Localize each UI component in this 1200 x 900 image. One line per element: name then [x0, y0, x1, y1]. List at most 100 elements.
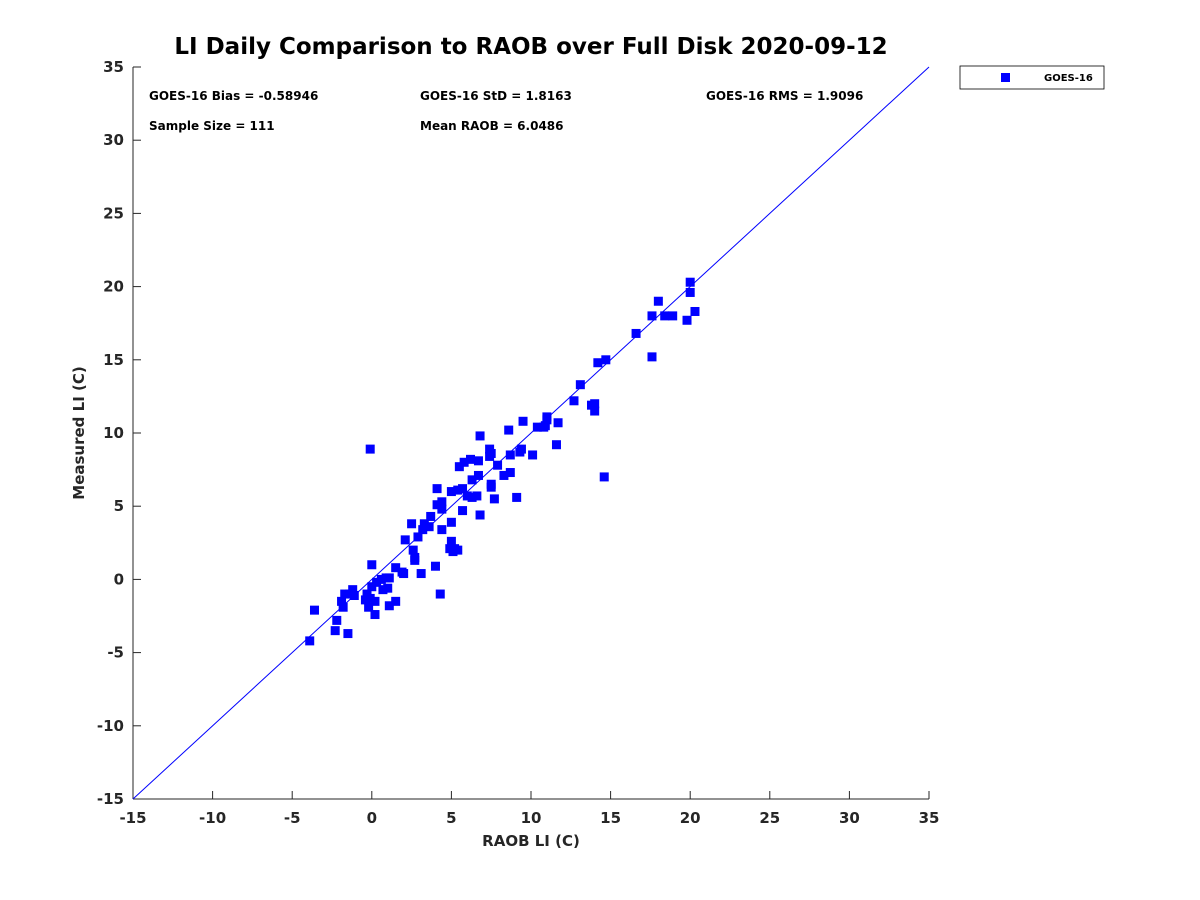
scatter-point: [599, 472, 609, 482]
y-tick-label: 35: [103, 58, 124, 76]
scatter-point: [454, 462, 464, 472]
scatter-point: [647, 311, 657, 321]
scatter-point: [685, 277, 695, 287]
stat-bias: GOES-16 Bias = -0.58946: [149, 89, 318, 103]
scatter-point: [437, 497, 447, 507]
scatter-point: [446, 536, 456, 546]
scatter-point: [472, 491, 482, 501]
scatter-point: [690, 306, 700, 316]
scatter-point: [459, 457, 469, 467]
scatter-point: [631, 328, 641, 338]
scatter-point: [399, 569, 409, 579]
y-tick-label: 5: [114, 497, 124, 515]
x-tick-label: -15: [119, 809, 146, 827]
scatter-point: [426, 511, 436, 521]
scatter-point: [462, 491, 472, 501]
scatter-point: [435, 589, 445, 599]
scatter-point: [330, 626, 340, 636]
scatter-point: [660, 311, 670, 321]
scatter-point: [685, 287, 695, 297]
scatter-point: [505, 450, 515, 460]
scatter-point: [430, 561, 440, 571]
scatter-point: [408, 545, 418, 555]
scatter-point: [364, 602, 374, 612]
scatter-point: [505, 468, 515, 478]
y-tick-label: 25: [103, 204, 124, 222]
stat-mean-raob: Mean RAOB = 6.0486: [420, 119, 564, 133]
scatter-point: [407, 519, 417, 529]
scatter-point: [432, 500, 442, 510]
scatter-point: [532, 422, 542, 432]
scatter-point: [349, 591, 359, 601]
scatter-point: [668, 311, 678, 321]
stat-std: GOES-16 StD = 1.8163: [420, 89, 572, 103]
scatter-point: [418, 525, 428, 535]
scatter-point: [593, 358, 603, 368]
scatter-point: [343, 629, 353, 639]
scatter-point: [467, 492, 477, 502]
scatter-point: [647, 352, 657, 362]
scatter-point: [437, 525, 447, 535]
x-tick-label: 5: [446, 809, 456, 827]
scatter-point: [391, 596, 401, 606]
scatter-point: [493, 460, 503, 470]
scatter-point: [553, 418, 563, 428]
x-tick-label: 10: [521, 809, 542, 827]
scatter-point: [372, 577, 382, 587]
scatter-point: [384, 573, 394, 583]
legend-box: [959, 65, 1105, 90]
scatter-point: [466, 454, 476, 464]
scatter-point: [360, 595, 370, 605]
scatter-point: [653, 296, 663, 306]
scatter-point: [575, 380, 585, 390]
stat-rms: GOES-16 RMS = 1.9096: [706, 89, 863, 103]
scatter-point: [332, 615, 342, 625]
scatter-point: [337, 596, 347, 606]
scatter-point: [378, 585, 388, 595]
scatter-point: [473, 470, 483, 480]
y-tick-label: 30: [103, 131, 124, 149]
scatter-point: [383, 583, 393, 593]
scatter-point: [540, 421, 550, 431]
scatter-point: [419, 519, 429, 529]
scatter-point: [446, 517, 456, 527]
tick-group: -15 -10 -5 0 5 10 15 20 25 30 35 -15 -10 -5 0 5 10 15 20 25…: [97, 58, 940, 827]
identity-line: [132, 66, 930, 800]
scatter-point: [400, 535, 410, 545]
scatter-point: [365, 444, 375, 454]
scatter-point: [370, 610, 380, 620]
scatter-point: [590, 406, 600, 416]
scatter-point: [475, 431, 485, 441]
x-tick-label: 0: [367, 809, 377, 827]
scatter-point: [458, 506, 468, 516]
scatter-point: [489, 494, 499, 504]
scatter-point: [305, 636, 315, 646]
y-tick-label: -15: [97, 790, 124, 808]
scatter-point: [367, 582, 377, 592]
scatter-point: [340, 589, 350, 599]
x-tick-label: -5: [284, 809, 301, 827]
scatter-point: [499, 470, 509, 480]
scatter-point: [486, 448, 496, 458]
scatter-point: [424, 522, 434, 532]
scatter-point: [512, 492, 522, 502]
scatter-point: [475, 510, 485, 520]
scatter-point: [367, 560, 377, 570]
scatter-point: [416, 569, 426, 579]
scatter-point: [348, 585, 358, 595]
scatter-point: [309, 605, 319, 615]
scatter-point: [370, 596, 380, 606]
y-axis-label: Measured LI (C): [70, 366, 88, 499]
scatter-point: [569, 396, 579, 406]
scatter-point: [504, 425, 514, 435]
scatter-point: [453, 545, 463, 555]
scatter-point: [590, 399, 600, 409]
x-tick-label: 20: [680, 809, 701, 827]
stat-sample-size: Sample Size = 111: [149, 119, 275, 133]
x-tick-label: 15: [600, 809, 621, 827]
scatter-point: [391, 563, 401, 573]
x-tick-label: 30: [839, 809, 860, 827]
scatter-point: [458, 484, 468, 494]
x-tick-label: 35: [919, 809, 940, 827]
